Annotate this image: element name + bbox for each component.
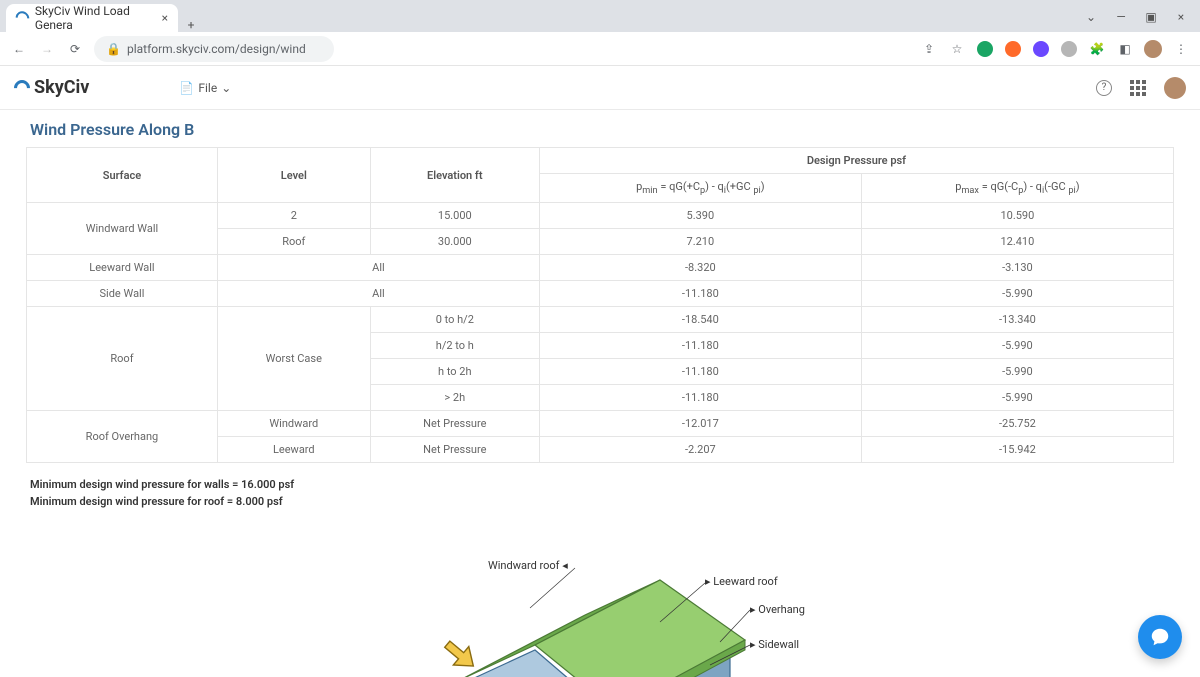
label-windward-roof: Windward roof ◂ — [488, 559, 568, 572]
browser-tab[interactable]: SkyCiv Wind Load Genera × — [6, 4, 178, 32]
table-row: Side WallAll-11.180-5.990 — [27, 281, 1174, 307]
label-sidewall-right: ▸ Sidewall — [750, 638, 799, 651]
table-row: Windward Wall215.0005.39010.590 — [27, 203, 1174, 229]
file-menu[interactable]: 📄 File ⌄ — [179, 81, 231, 95]
maximize-icon[interactable]: ▣ — [1138, 10, 1164, 24]
browser-tab-bar: SkyCiv Wind Load Genera × + ⌄ — ▣ × — [0, 0, 1200, 32]
back-button[interactable]: ← — [10, 42, 28, 56]
browser-toolbar: ← → ⟳ 🔒 platform.skyciv.com/design/wind … — [0, 32, 1200, 66]
chevron-down-icon: ⌄ — [221, 81, 231, 95]
section-title: Wind Pressure Along B — [26, 120, 1174, 139]
note-line-2: Minimum design wind pressure for roof = … — [30, 494, 1174, 511]
kebab-menu-icon[interactable]: ⋮ — [1172, 42, 1190, 56]
side-panel-icon[interactable]: ◧ — [1116, 42, 1134, 56]
close-icon[interactable]: × — [162, 11, 168, 25]
user-avatar[interactable] — [1164, 77, 1186, 99]
table-row: Leeward WallAll-8.320-3.130 — [27, 255, 1174, 281]
brand-text: SkyCiv — [34, 77, 89, 98]
col-pmin-formula: pmin = qG(+Cp) - qi(+GC pi) — [539, 174, 861, 203]
design-notes: Minimum design wind pressure for walls =… — [26, 477, 1174, 510]
new-tab-button[interactable]: + — [178, 18, 204, 32]
tab-title: SkyCiv Wind Load Genera — [35, 4, 156, 32]
reload-button[interactable]: ⟳ — [66, 42, 84, 56]
table-row: RoofWorst Case0 to h/2-18.540-13.340 — [27, 307, 1174, 333]
help-icon[interactable]: ? — [1096, 80, 1112, 96]
profile-avatar[interactable] — [1144, 40, 1162, 58]
minimize-icon[interactable]: — — [1108, 10, 1134, 24]
forward-button[interactable]: → — [38, 42, 56, 56]
chat-launcher[interactable] — [1138, 615, 1182, 659]
brand-logo[interactable]: SkyCiv — [14, 77, 89, 98]
apps-grid-icon[interactable] — [1130, 80, 1146, 96]
note-line-1: Minimum design wind pressure for walls =… — [30, 477, 1174, 494]
brand-mark-icon — [11, 76, 34, 99]
extension-icon-3[interactable] — [1032, 41, 1050, 57]
skyciv-favicon — [13, 8, 32, 27]
file-label: File — [198, 81, 217, 95]
close-window-icon[interactable]: × — [1168, 10, 1194, 24]
star-icon[interactable]: ☆ — [948, 42, 966, 56]
lock-icon: 🔒 — [106, 42, 121, 56]
address-bar[interactable]: 🔒 platform.skyciv.com/design/wind — [94, 36, 334, 62]
extension-icon-4[interactable] — [1060, 41, 1078, 57]
chat-icon — [1149, 626, 1171, 648]
file-icon: 📄 — [179, 81, 194, 95]
app-top-bar: SkyCiv 📄 File ⌄ ? — [0, 66, 1200, 110]
chevron-down-icon[interactable]: ⌄ — [1078, 10, 1104, 24]
url-text: platform.skyciv.com/design/wind — [127, 42, 306, 56]
label-leeward-roof: ▸ Leeward roof — [705, 575, 778, 588]
building-diagram: Windward roof ◂ ▸ Leeward roof ▸ Overhan… — [350, 550, 850, 677]
col-level: Level — [217, 148, 370, 203]
label-overhang: ▸ Overhang — [750, 603, 805, 616]
table-row: Roof OverhangWindwardNet Pressure-12.017… — [27, 411, 1174, 437]
col-design-pressure: Design Pressure psf — [539, 148, 1173, 174]
page-content: Wind Pressure Along B Surface Level Elev… — [0, 110, 1200, 677]
wind-pressure-table: Surface Level Elevation ft Design Pressu… — [26, 147, 1174, 463]
extension-icon-2[interactable] — [1004, 41, 1022, 57]
col-pmax-formula: pmax = qG(-Cp) - qi(-GC pi) — [861, 174, 1173, 203]
col-elevation: Elevation ft — [370, 148, 539, 203]
extensions-puzzle-icon[interactable]: 🧩 — [1088, 42, 1106, 56]
share-icon[interactable]: ⇪ — [920, 42, 938, 56]
extension-icon-1[interactable] — [976, 41, 994, 57]
col-surface: Surface — [27, 148, 218, 203]
